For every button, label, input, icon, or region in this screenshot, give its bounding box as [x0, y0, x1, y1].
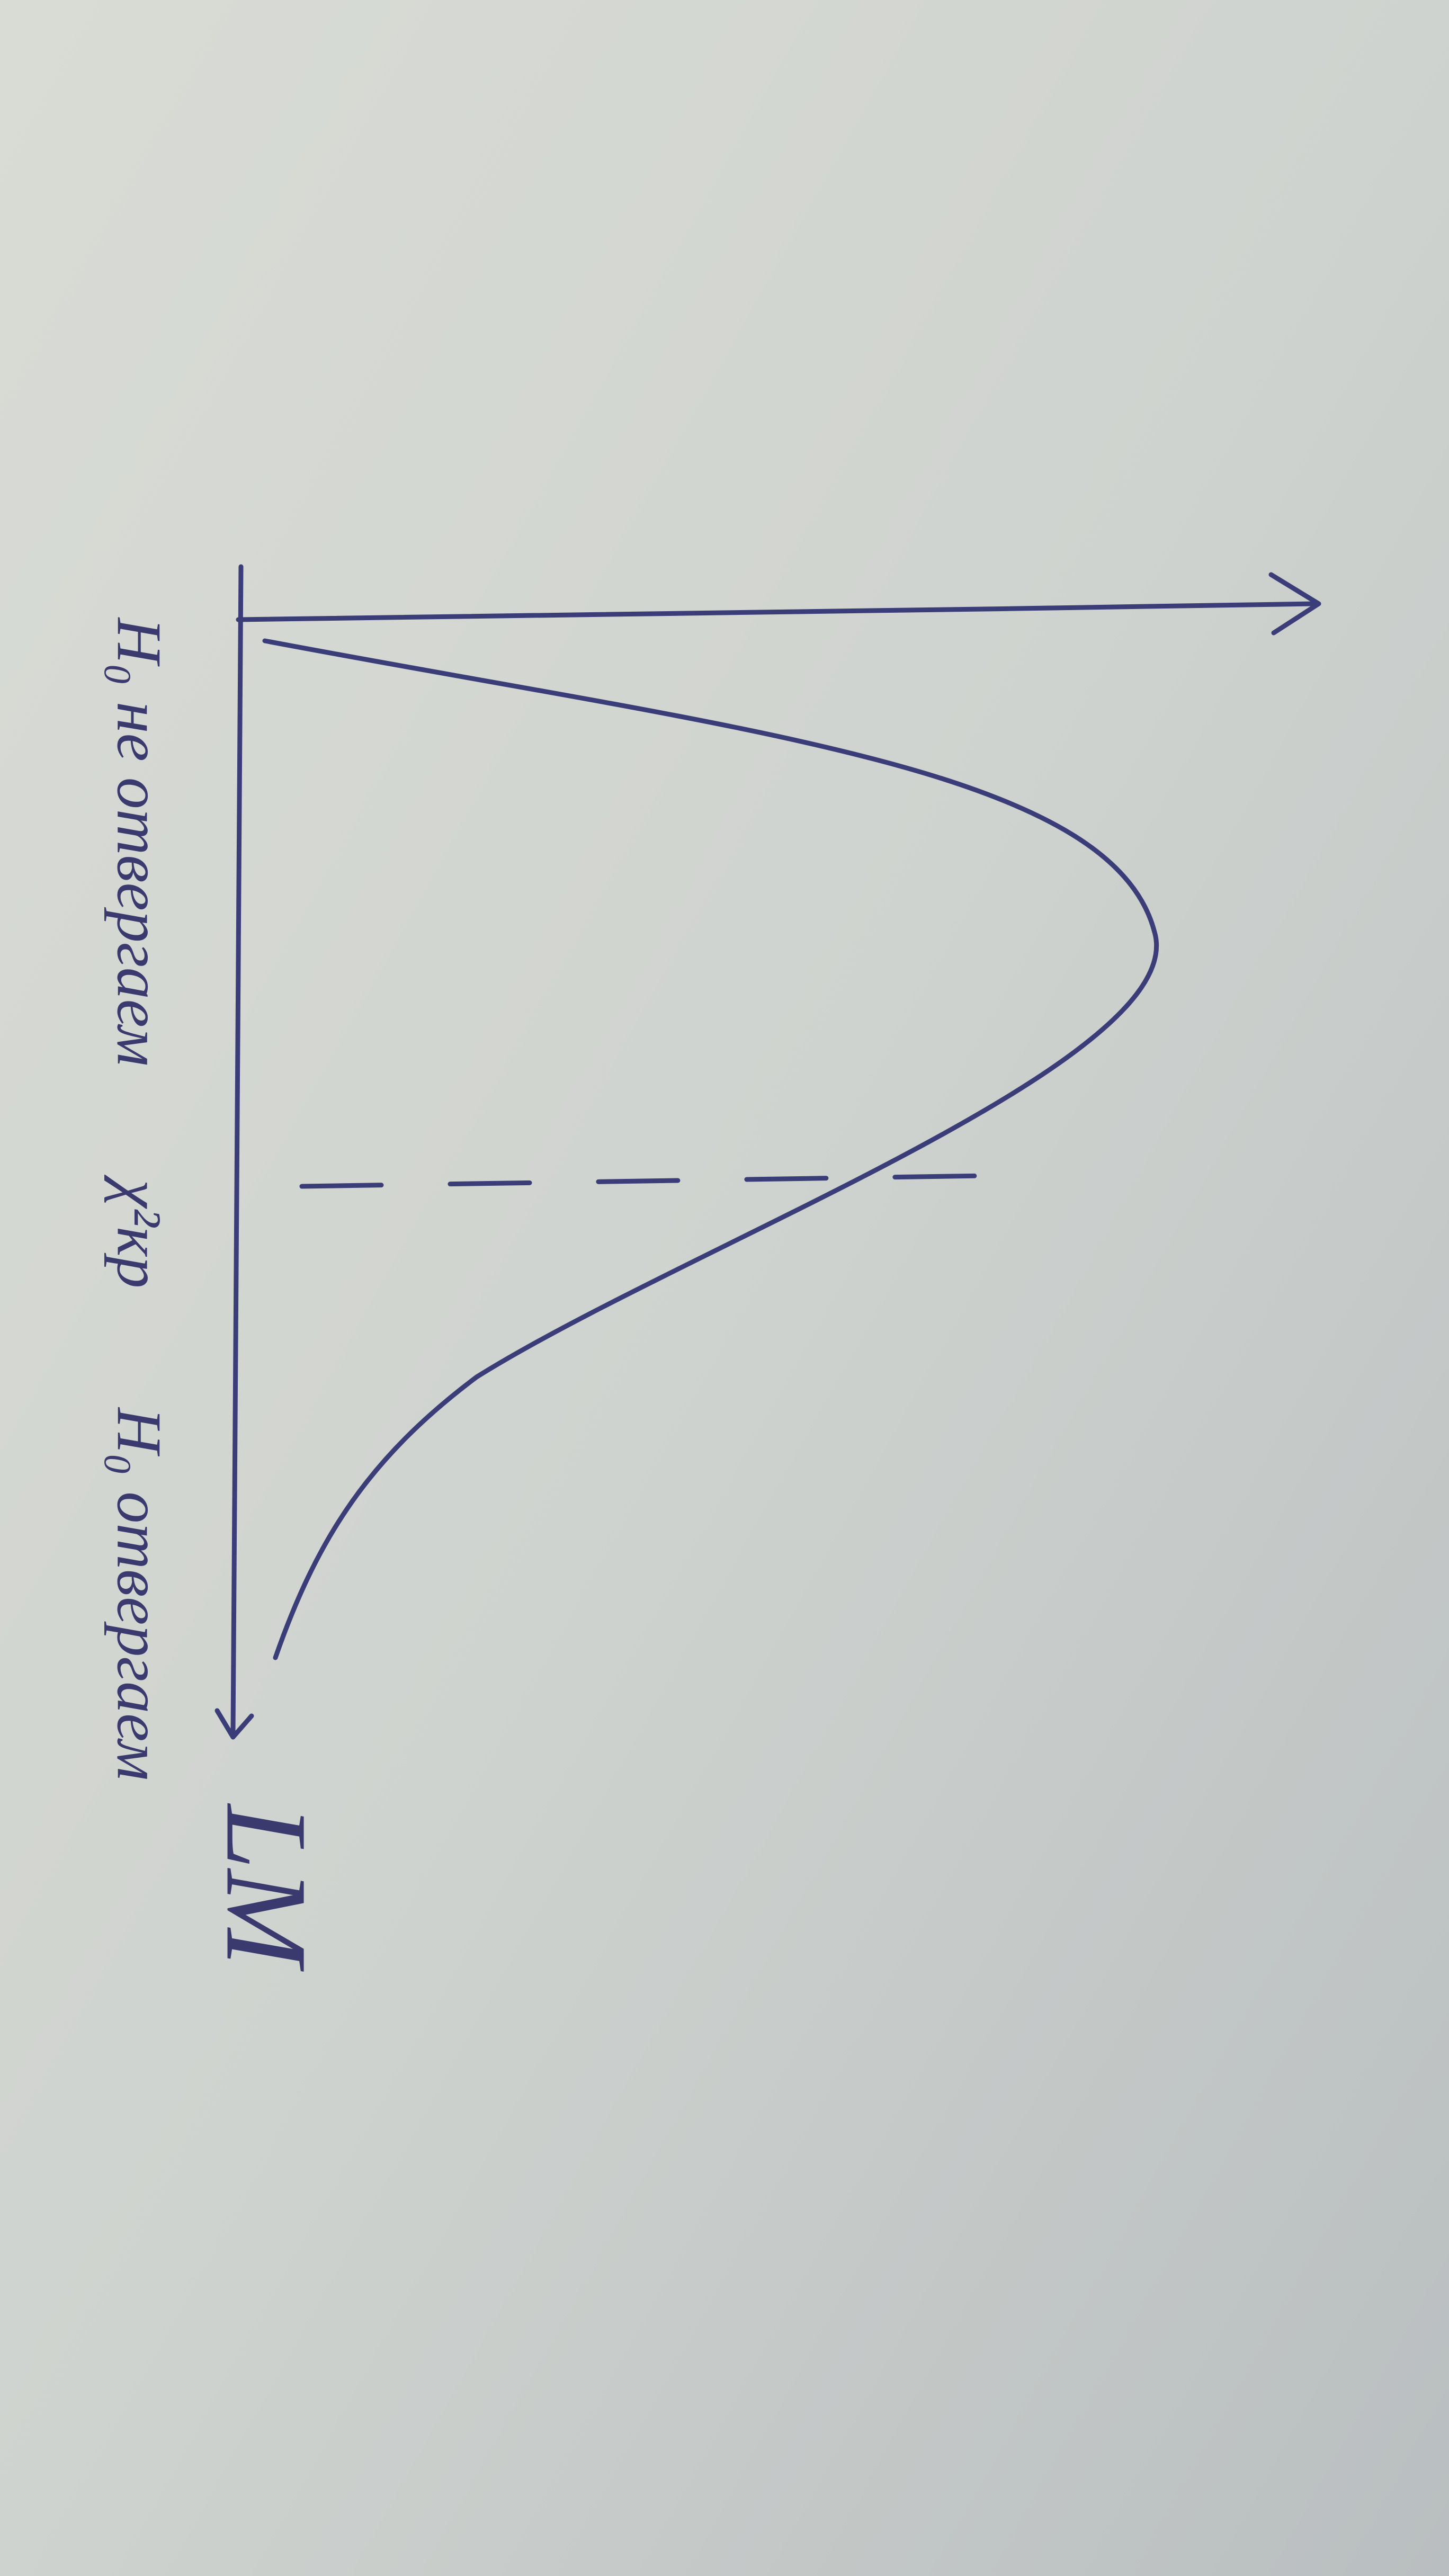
lm-arrowhead [214, 1708, 254, 1740]
density-arrowhead [1268, 572, 1321, 636]
lm-axis [230, 564, 244, 1734]
reject-region-label: H₀ отвергаем [104, 1407, 174, 1781]
accept-region-label: H₀ не отвергаем [104, 617, 174, 1067]
axis-label: LM [202, 1803, 332, 1972]
critical-line [299, 1173, 988, 1189]
density-axis [236, 601, 1316, 622]
critical-value-label: χ²кр [104, 1175, 174, 1289]
distribution-curve [262, 638, 1159, 1660]
